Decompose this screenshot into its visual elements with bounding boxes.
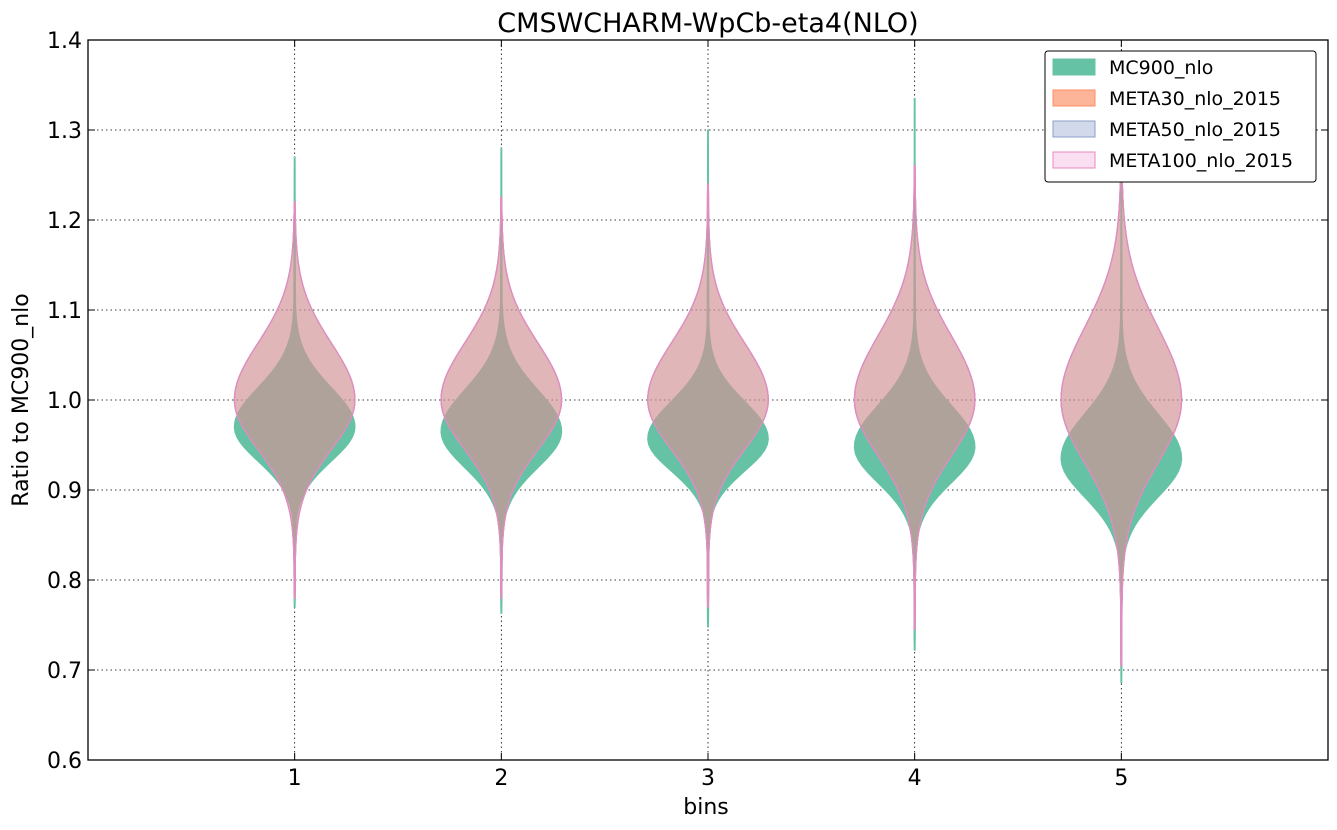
legend: MC900_nlo META30_nlo_2015 META50_nlo_2015 M… — [1044, 50, 1317, 183]
x-axis-label: bins — [683, 795, 728, 820]
legend-box — [1044, 50, 1317, 183]
legend-label: META30_nlo_2015 — [1109, 88, 1281, 110]
violin-META100_nlo_2015-bin-1 — [233, 201, 356, 599]
violin-META100_nlo_2015-bin-2 — [440, 196, 563, 599]
y-tick-label: 0.6 — [47, 749, 82, 774]
x-tick-label: 1 — [288, 766, 302, 791]
x-tick-label: 2 — [494, 766, 508, 791]
legend-swatch — [1052, 120, 1096, 138]
y-tick-label: 0.8 — [47, 569, 82, 594]
y-tick-label: 1.0 — [47, 389, 82, 414]
y-tick-label: 1.1 — [47, 299, 82, 324]
x-tick-label: 4 — [908, 766, 922, 791]
chart-title: CMSWCHARM-WpCb-eta4(NLO) — [497, 8, 918, 39]
x-tick-label: 5 — [1114, 766, 1128, 791]
y-tick-label: 0.7 — [47, 659, 82, 684]
x-tick-label: 3 — [701, 766, 715, 791]
violin-META100_nlo_2015-bin-3 — [647, 183, 769, 608]
y-axis-label: Ratio to MC900_nlo — [9, 293, 34, 506]
legend-swatch — [1052, 58, 1096, 76]
violin-META100_nlo_2015-bin-4 — [853, 165, 976, 631]
legend-label: META50_nlo_2015 — [1109, 119, 1281, 141]
y-tick-label: 1.2 — [47, 209, 82, 234]
legend-label: MC900_nlo — [1109, 57, 1213, 79]
legend-swatch — [1052, 89, 1096, 107]
y-tick-label: 1.4 — [47, 29, 82, 54]
tick-layer: 1 2 3 4 5 0.6 0.7 0.8 0.9 1.0 1.1 1.2 1.3 1.4 — [47, 29, 1328, 791]
y-tick-label: 1.3 — [47, 119, 82, 144]
legend-label: META100_nlo_2015 — [1109, 150, 1293, 172]
y-tick-label: 0.9 — [47, 479, 82, 504]
legend-swatch — [1052, 151, 1096, 169]
